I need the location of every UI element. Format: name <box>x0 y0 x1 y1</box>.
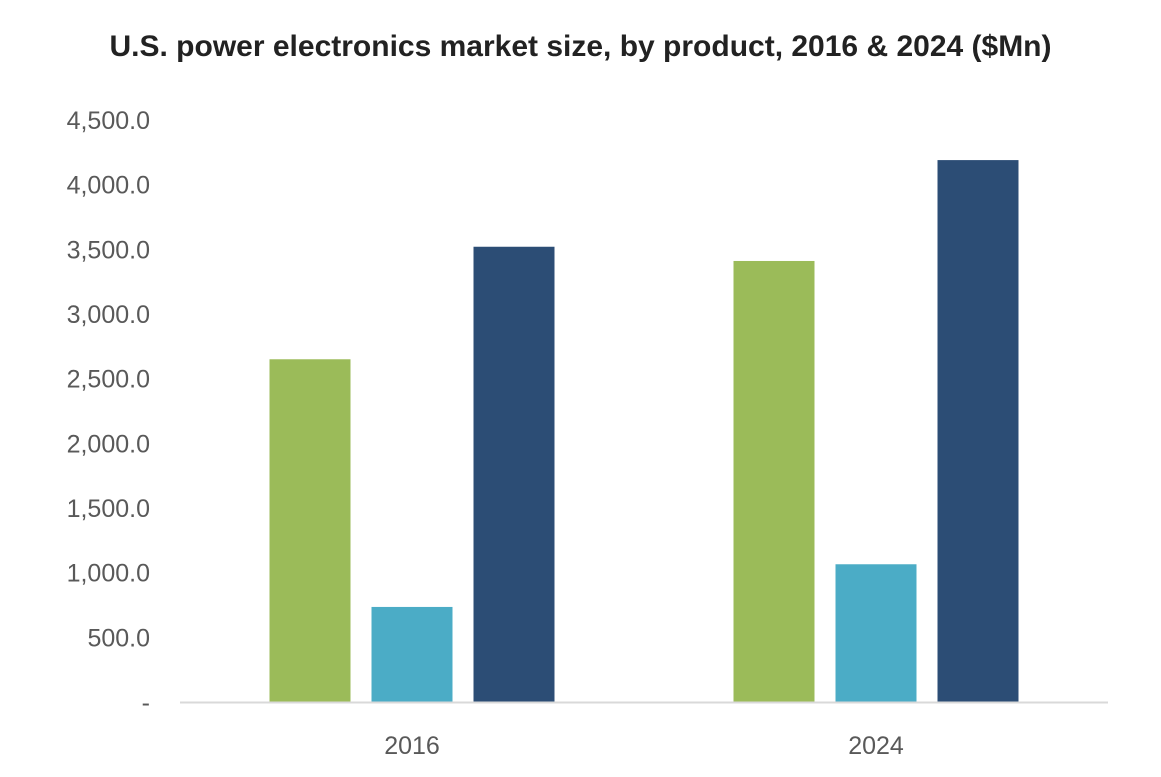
bar-2024-series-2 <box>835 564 917 702</box>
y-tick-label: 2,000.0 <box>67 430 150 458</box>
y-tick-label: 4,000.0 <box>67 172 150 200</box>
y-tick-label: 2,500.0 <box>67 366 150 394</box>
y-tick-label: - <box>142 689 150 717</box>
y-axis-tick-labels: - 500.0 1,000.0 1,500.0 2,000.0 2,500.0 3,000.… <box>67 107 150 717</box>
x-tick-label: 2016 <box>384 732 440 760</box>
bar-2016-series-2 <box>371 606 453 702</box>
y-tick-label: 1,000.0 <box>67 560 150 588</box>
y-tick-label: 500.0 <box>87 624 150 652</box>
bars <box>269 160 1019 703</box>
x-tick-label: 2024 <box>848 732 904 760</box>
y-tick-label: 3,000.0 <box>67 301 150 329</box>
bar-2024-series-3 <box>937 160 1019 703</box>
y-tick-label: 3,500.0 <box>67 236 150 264</box>
bar-2016-series-1 <box>269 359 351 702</box>
chart-title: U.S. power electronics market size, by p… <box>109 30 1052 63</box>
bar-2016-series-3 <box>473 246 555 702</box>
y-tick-label: 1,500.0 <box>67 495 150 523</box>
x-axis-tick-labels: 2016 2024 <box>384 732 904 760</box>
bar-2024-series-1 <box>733 260 815 702</box>
y-tick-label: 4,500.0 <box>67 107 150 135</box>
